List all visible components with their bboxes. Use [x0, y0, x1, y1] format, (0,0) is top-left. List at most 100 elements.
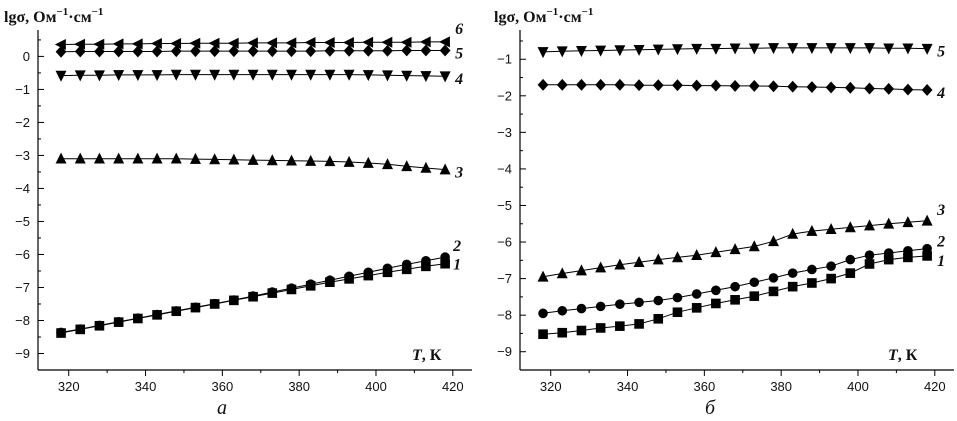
y-tick-label: −9	[15, 346, 30, 361]
marker-3-12	[286, 154, 297, 166]
x-axis-title: T, К	[888, 347, 918, 364]
marker-2-11	[267, 287, 278, 297]
series-6: 6	[54, 21, 463, 51]
marker-4-17	[382, 70, 393, 82]
marker-1-11	[749, 291, 760, 301]
marker-2-14	[807, 264, 817, 275]
y-tick-label: −3	[497, 125, 512, 140]
marker-4-15	[343, 69, 355, 81]
y-axis-title: lgσ, Ом−1·см−1	[4, 6, 103, 26]
marker-4-19	[902, 83, 914, 96]
marker-4-4	[614, 78, 626, 91]
y-tick-label: −8	[497, 308, 512, 323]
marker-4-13	[305, 69, 317, 81]
y-tick-label: −5	[15, 214, 30, 229]
marker-3-3	[113, 152, 125, 164]
marker-3-8	[691, 249, 703, 261]
marker-3-5	[633, 255, 645, 267]
marker-5-15	[825, 43, 837, 55]
marker-1-0	[538, 329, 548, 339]
marker-2-4	[133, 313, 143, 323]
marker-3-14	[324, 155, 336, 167]
series-4: 4	[537, 78, 945, 102]
marker-5-20	[439, 44, 451, 57]
marker-4-2	[93, 70, 105, 82]
marker-1-8	[691, 303, 702, 313]
marker-2-0	[538, 308, 548, 319]
marker-4-18	[401, 70, 413, 82]
marker-3-12	[768, 235, 779, 247]
marker-1-17	[864, 259, 875, 269]
marker-2-1	[557, 305, 568, 316]
marker-5-18	[883, 43, 895, 55]
marker-2-13	[305, 279, 316, 289]
marker-2-2	[94, 320, 105, 331]
marker-2-19	[421, 255, 431, 266]
series-3: 3	[55, 152, 463, 182]
curve-label-2: 2	[936, 234, 945, 251]
marker-5-16	[844, 43, 856, 55]
x-tick-label: 360	[212, 379, 234, 394]
marker-4-14	[324, 69, 336, 81]
marker-6-15	[342, 37, 354, 49]
marker-4-7	[189, 69, 201, 81]
x-tick-label: 400	[365, 379, 387, 394]
marker-3-6	[652, 253, 664, 265]
marker-2-7	[672, 292, 683, 303]
x-tick-label: 340	[617, 379, 639, 394]
y-tick-label: −6	[497, 235, 512, 250]
marker-5-13	[305, 45, 317, 58]
marker-5-17	[864, 43, 875, 55]
marker-5-1	[74, 45, 86, 58]
marker-4-16	[362, 70, 374, 82]
marker-1-5	[634, 319, 644, 329]
marker-2-1	[75, 324, 86, 334]
y-tick-label: −5	[497, 198, 512, 213]
marker-2-18	[401, 259, 412, 270]
marker-3-1	[74, 152, 86, 164]
marker-1-15	[826, 273, 836, 284]
marker-3-2	[93, 152, 105, 164]
marker-2-10	[730, 281, 740, 292]
marker-3-3	[595, 261, 607, 273]
marker-2-18	[883, 248, 894, 258]
marker-5-10	[247, 45, 259, 58]
x-tick-label: 360	[694, 379, 716, 394]
marker-4-0	[55, 70, 67, 82]
marker-2-20	[440, 252, 450, 262]
marker-5-14	[806, 43, 818, 55]
marker-6-18	[400, 36, 412, 48]
marker-6-8	[208, 37, 220, 49]
marker-5-0	[55, 45, 67, 58]
marker-3-13	[787, 227, 799, 239]
series-4: 4	[55, 69, 463, 88]
marker-2-0	[56, 327, 66, 338]
series-1: 1	[538, 251, 945, 339]
marker-2-10	[248, 291, 258, 301]
marker-6-0	[54, 39, 66, 51]
marker-1-12	[768, 286, 779, 297]
marker-4-19	[420, 71, 432, 83]
marker-2-16	[845, 254, 856, 265]
x-tick-label: 320	[58, 379, 80, 394]
marker-6-14	[323, 37, 335, 49]
marker-4-11	[748, 79, 760, 92]
marker-4-11	[266, 69, 278, 81]
marker-4-10	[247, 69, 259, 81]
marker-4-3	[113, 70, 125, 82]
marker-3-11	[266, 154, 278, 166]
y-tick-label: −7	[497, 271, 512, 286]
y-tick-label: −9	[497, 344, 512, 359]
y-axis-title: lgσ, Ом−1·см−1	[494, 6, 593, 26]
marker-3-11	[748, 240, 760, 252]
marker-6-16	[362, 36, 374, 48]
marker-6-13	[304, 37, 316, 49]
marker-5-12	[768, 43, 779, 55]
curve-label-5: 5	[937, 44, 945, 61]
marker-1-9	[711, 298, 721, 309]
marker-2-9	[711, 285, 721, 296]
marker-3-4	[614, 258, 626, 270]
series-2: 2	[538, 234, 945, 319]
y-tick-label: −1	[15, 82, 30, 97]
marker-3-15	[343, 155, 355, 167]
